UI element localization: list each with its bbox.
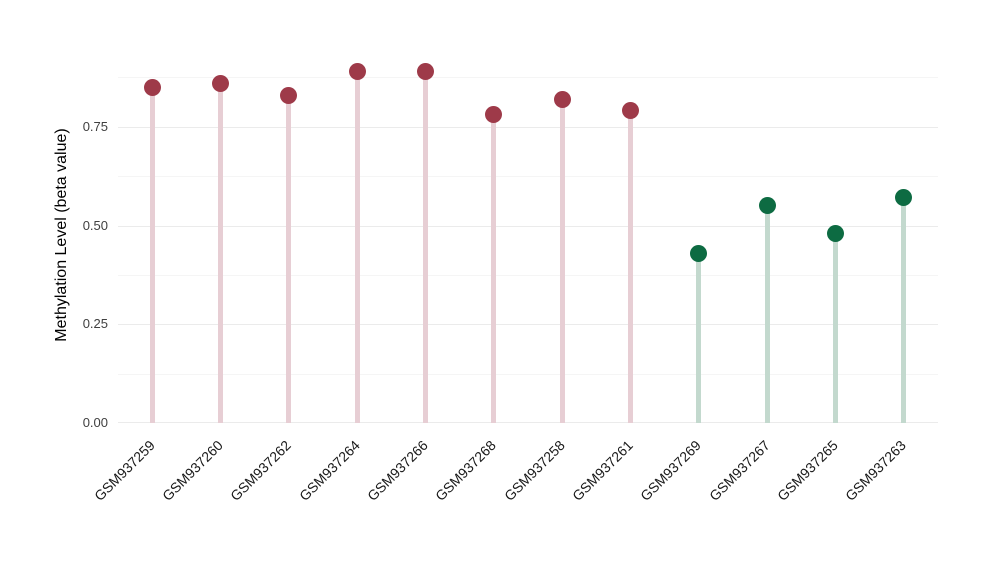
lollipop-stem bbox=[354, 71, 360, 423]
lollipop-stem bbox=[218, 83, 223, 423]
x-tick-label: GSM937259 bbox=[90, 437, 158, 504]
gridline-minor bbox=[118, 77, 938, 79]
gridline-minor bbox=[118, 274, 938, 276]
gridline-minor bbox=[118, 373, 938, 375]
x-tick-label: GSM937269 bbox=[637, 437, 705, 504]
lollipop-stem bbox=[149, 87, 155, 423]
y-tick-label: 0.75 bbox=[82, 118, 108, 134]
lollipop-stem bbox=[628, 110, 633, 423]
lollipop-stem bbox=[423, 71, 428, 423]
gridline-major bbox=[118, 324, 938, 326]
gridline-major bbox=[118, 422, 938, 423]
y-axis-title: Methylation Level (beta value) bbox=[53, 128, 70, 342]
lollipop-dot bbox=[143, 78, 161, 96]
lollipop-dot bbox=[758, 197, 776, 215]
lollipop-dot bbox=[280, 86, 298, 104]
lollipop-stem bbox=[491, 114, 497, 423]
x-tick-label: GSM937261 bbox=[568, 437, 636, 504]
y-tick-label: 0.50 bbox=[82, 217, 108, 233]
gridline-major bbox=[118, 225, 938, 227]
lollipop-stem bbox=[286, 95, 292, 423]
plot-area bbox=[118, 28, 938, 423]
lollipop-dot bbox=[417, 62, 434, 80]
x-tick-label: GSM937267 bbox=[705, 437, 773, 504]
x-tick-label: GSM937265 bbox=[773, 437, 841, 504]
gridline-major bbox=[118, 126, 938, 128]
lollipop-dot bbox=[553, 90, 571, 108]
x-tick-label: GSM937260 bbox=[158, 437, 226, 504]
x-tick-label: GSM937264 bbox=[295, 437, 363, 504]
lollipop-dot bbox=[622, 102, 639, 120]
lollipop-dot bbox=[895, 189, 913, 207]
x-tick-label: GSM937263 bbox=[842, 437, 910, 504]
lollipop-stem bbox=[764, 205, 770, 423]
lollipop-dot bbox=[827, 224, 844, 242]
x-tick-label: GSM937258 bbox=[500, 437, 568, 504]
lollipop-stem bbox=[559, 99, 565, 423]
gridline-minor bbox=[118, 176, 938, 178]
lollipop-dot bbox=[348, 62, 366, 80]
lollipop-dot bbox=[690, 244, 708, 262]
lollipop-dot bbox=[212, 74, 229, 92]
lollipop-stem bbox=[696, 253, 702, 423]
lollipop-stem bbox=[901, 197, 907, 423]
y-tick-label: 0.00 bbox=[82, 415, 108, 430]
lollipop-dot bbox=[485, 106, 503, 124]
x-tick-label: GSM937262 bbox=[227, 437, 295, 504]
x-tick-label: GSM937268 bbox=[432, 437, 500, 504]
y-tick-label: 0.25 bbox=[82, 316, 108, 332]
x-tick-label: GSM937266 bbox=[363, 437, 431, 504]
lollipop-stem bbox=[833, 233, 838, 423]
